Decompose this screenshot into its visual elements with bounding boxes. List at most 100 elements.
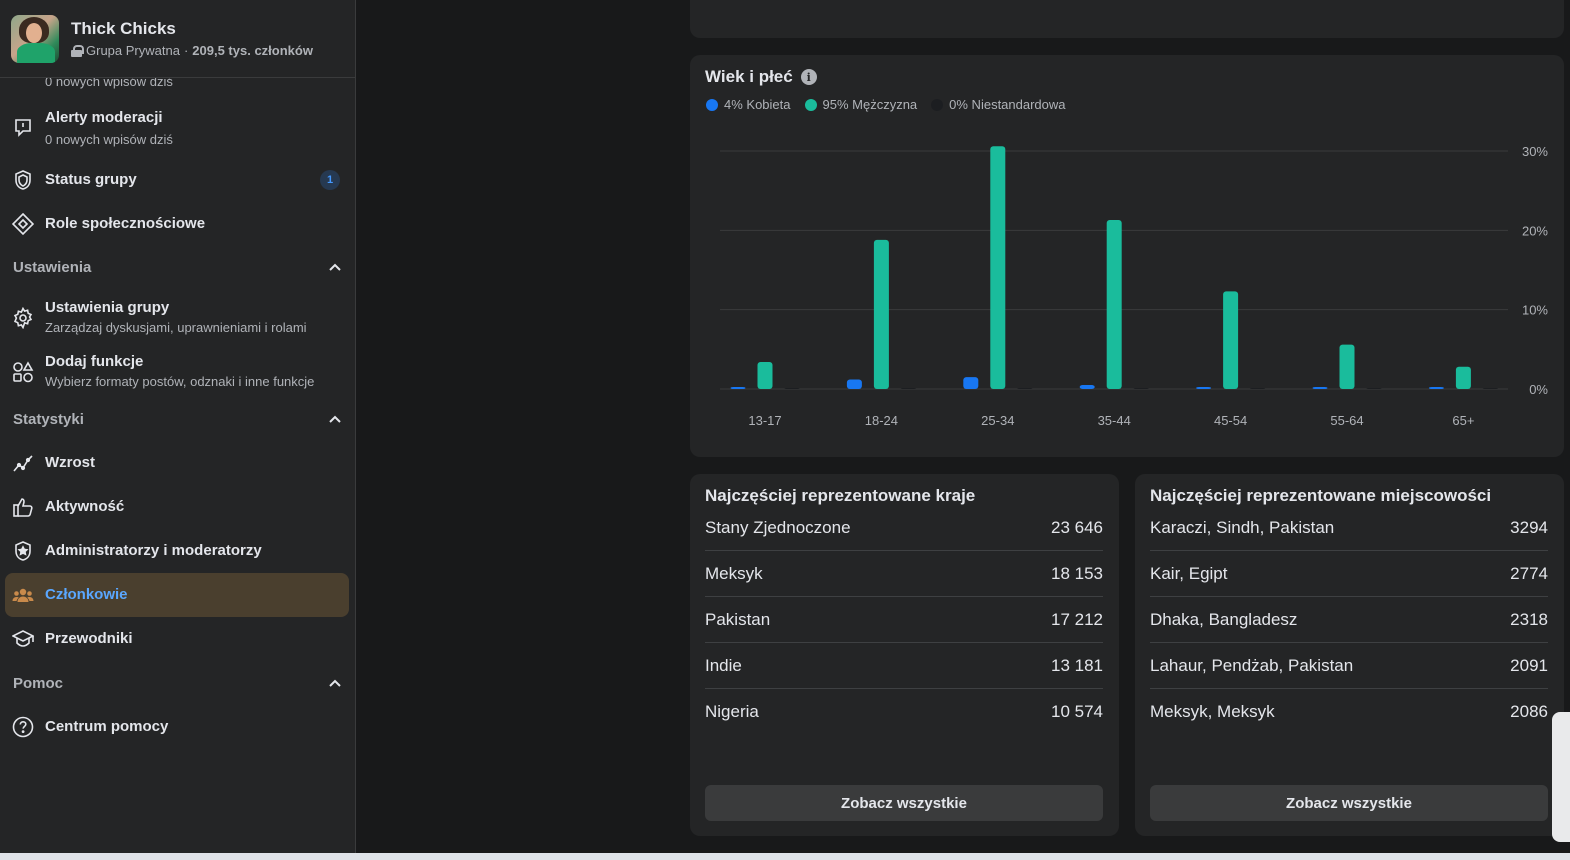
list-item: Meksyk 18 153	[705, 551, 1103, 597]
bar-kobieta-18-24	[846, 379, 862, 389]
sidebar: 0 nowych wpisów dziś Thick Chicks Grupa …	[0, 0, 356, 853]
group-privacy: Grupa Prywatna	[86, 43, 180, 58]
bar-mężczyzna-35-44	[1106, 220, 1122, 389]
sidebar-item-label: Przewodniki	[45, 630, 133, 647]
bar-mężczyzna-55-64	[1339, 344, 1355, 389]
top-countries-card: Najczęściej reprezentowane kraje Stany Z…	[690, 474, 1119, 836]
sidebar-item-growth[interactable]: Wzrost	[5, 441, 349, 485]
diamond-icon	[11, 212, 35, 236]
sidebar-item-activity[interactable]: Aktywność	[5, 485, 349, 529]
shapes-icon	[11, 360, 35, 384]
x-tick-label: 55-64	[1330, 413, 1363, 428]
chevron-up-icon[interactable]	[327, 259, 343, 275]
scrollbar-thumb[interactable]	[1552, 712, 1570, 842]
chevron-up-icon[interactable]	[327, 411, 343, 427]
legend-label: 95% Mężczyzna	[822, 97, 918, 112]
legend-dot	[706, 98, 718, 111]
section-statistics[interactable]: Statystyki	[13, 411, 343, 428]
city-count: 2318	[1510, 609, 1548, 629]
x-tick-label: 25-34	[981, 413, 1014, 428]
country-count: 10 574	[1051, 702, 1103, 721]
city-name: Meksyk, Meksyk	[1150, 702, 1275, 721]
window-bottom-edge	[0, 853, 1570, 860]
y-tick-label: 0%	[1529, 382, 1548, 397]
bar-mężczyzna-45-54	[1223, 291, 1239, 389]
legend-item-female: 4% Kobieta	[706, 97, 791, 112]
sidebar-item-members[interactable]: Członkowie	[5, 573, 349, 617]
bar-niestandardowa-13-17	[784, 388, 800, 389]
list-item: Indie 13 181	[705, 643, 1103, 689]
sidebar-item-label: Wzrost	[45, 454, 95, 471]
bar-kobieta-65+	[1428, 387, 1444, 389]
gear-icon	[11, 306, 35, 330]
section-settings[interactable]: Ustawienia	[13, 259, 343, 276]
sidebar-item-community-roles[interactable]: Role społecznościowe	[5, 202, 349, 246]
sidebar-item-label: Ustawienia grupy	[45, 299, 170, 316]
group-header[interactable]: Thick Chicks Grupa Prywatna · 209,5 tys.…	[0, 0, 355, 78]
section-label: Ustawienia	[13, 259, 92, 276]
list-item: Lahaur, Pendżab, Pakistan 2091	[1150, 643, 1548, 689]
bar-kobieta-13-17	[730, 387, 746, 389]
x-tick-label: 13-17	[748, 413, 781, 428]
sidebar-item-label: Role społecznościowe	[45, 215, 206, 232]
bar-mężczyzna-65+	[1455, 366, 1471, 389]
section-label: Pomoc	[13, 675, 64, 692]
sidebar-item-admins[interactable]: Administratorzy i moderatorzy	[5, 529, 349, 573]
sidebar-item-help-center[interactable]: Centrum pomocy	[5, 705, 349, 749]
see-all-countries-button[interactable]: Zobacz wszystkie	[705, 785, 1103, 821]
top-cities-card: Najczęściej reprezentowane miejscowości …	[1135, 474, 1564, 836]
see-all-cities-button[interactable]: Zobacz wszystkie	[1150, 785, 1548, 821]
list-item: Kair, Egipt 2774	[1150, 551, 1548, 597]
city-name: Dhaka, Bangladesz	[1150, 609, 1298, 629]
graduation-cap-icon	[11, 627, 35, 651]
sidebar-item-label: Administratorzy i moderatorzy	[45, 542, 262, 559]
info-icon[interactable]: i	[800, 69, 817, 85]
bar-kobieta-55-64	[1312, 387, 1328, 389]
country-name: Pakistan	[705, 609, 771, 629]
section-help[interactable]: Pomoc	[13, 675, 343, 692]
y-tick-label: 30%	[1522, 144, 1548, 159]
group-members-count: 209,5 tys. członków	[192, 43, 313, 58]
question-icon	[11, 715, 35, 739]
x-tick-label: 65+	[1452, 413, 1474, 428]
group-meta: Grupa Prywatna · 209,5 tys. członków	[71, 43, 313, 58]
list-item: Nigeria 10 574	[705, 689, 1103, 735]
country-count: 13 181	[1051, 655, 1103, 675]
bar-kobieta-35-44	[1079, 385, 1095, 389]
bar-niestandardowa-25-34	[1017, 388, 1033, 389]
country-name: Stany Zjednoczone	[705, 517, 851, 537]
sidebar-item-label: Dodaj funkcje	[45, 353, 144, 370]
sidebar-item-add-features[interactable]: Dodaj funkcje Wybierz formaty postów, od…	[5, 348, 349, 396]
group-name[interactable]: Thick Chicks	[71, 19, 176, 38]
legend-label: 0% Niestandardowa	[949, 97, 1066, 112]
city-name: Karaczi, Sindh, Pakistan	[1150, 517, 1335, 537]
bar-kobieta-25-34	[963, 377, 979, 389]
sidebar-item-moderation-alerts[interactable]: Alerty moderacji 0 nowych wpisów dziś	[5, 104, 349, 152]
chevron-up-icon[interactable]	[327, 675, 343, 691]
legend-label: 4% Kobieta	[724, 97, 791, 112]
list-item: Karaczi, Sindh, Pakistan 3294	[1150, 505, 1548, 551]
group-avatar[interactable]	[11, 15, 59, 63]
cities-title: Najczęściej reprezentowane miejscowości	[1150, 486, 1492, 505]
country-count: 23 646	[1051, 517, 1103, 537]
people-icon	[11, 583, 35, 607]
sidebar-item-label: Alerty moderacji	[45, 109, 163, 126]
bar-mężczyzna-18-24	[873, 239, 889, 389]
city-count: 2086	[1510, 702, 1548, 721]
list-item: Pakistan 17 212	[705, 597, 1103, 643]
legend-dot	[931, 98, 944, 111]
x-tick-label: 35-44	[1098, 413, 1131, 428]
age-gender-bar-chart: 0% 10% 20% 30% 13-17 18-24 25-34 35-44 45-54 55-6…	[720, 144, 1548, 428]
notification-badge: 1	[320, 170, 340, 190]
flag-speech-icon	[11, 116, 35, 140]
lock-icon	[71, 44, 84, 57]
sidebar-item-group-status[interactable]: Status grupy 1	[5, 158, 349, 202]
x-tick-label: 45-54	[1214, 413, 1247, 428]
sidebar-item-group-settings[interactable]: Ustawienia grupy Zarządzaj dyskusjami, u…	[5, 294, 349, 342]
legend-item-custom: 0% Niestandardowa	[931, 97, 1066, 112]
x-tick-label: 18-24	[865, 413, 898, 428]
bar-niestandardowa-55-64	[1366, 388, 1382, 389]
bar-niestandardowa-18-24	[900, 388, 916, 389]
sidebar-item-guides[interactable]: Przewodniki	[5, 617, 349, 661]
city-count: 2774	[1510, 563, 1548, 583]
